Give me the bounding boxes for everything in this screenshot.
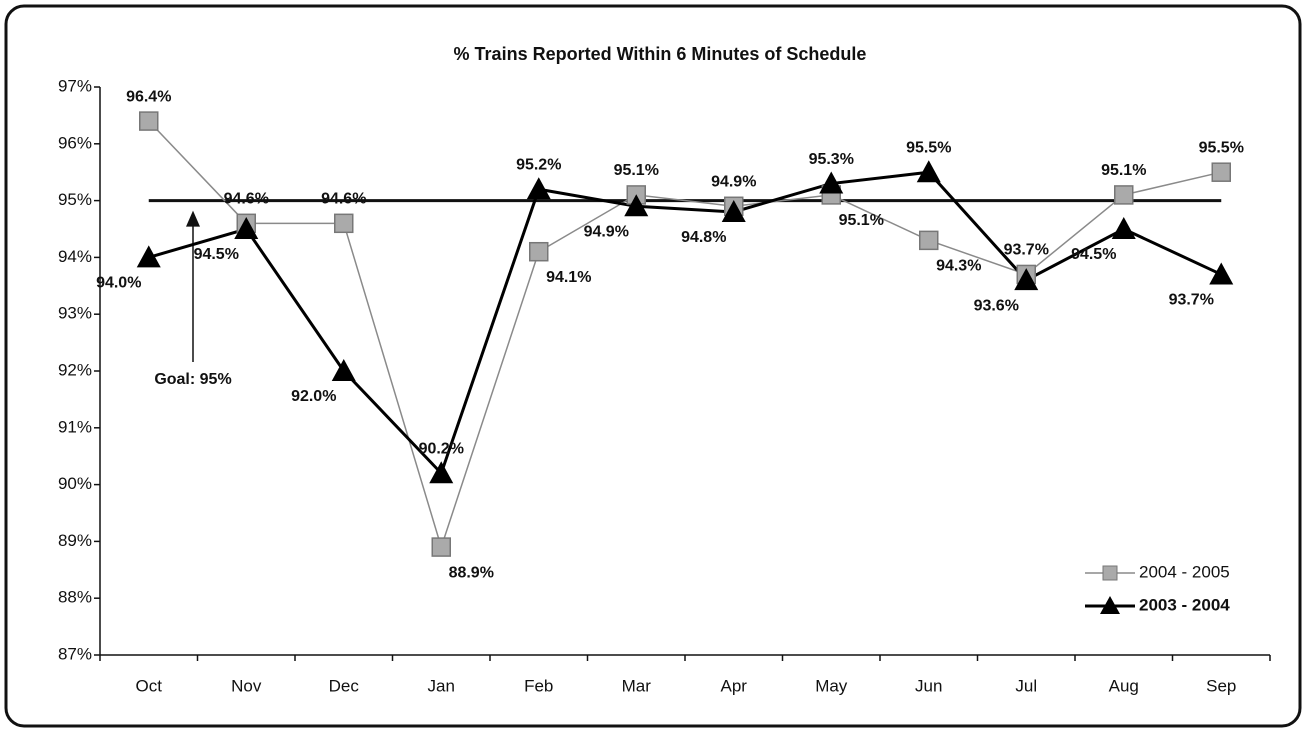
y-tick-label: 87% <box>58 644 92 663</box>
value-label: 94.1% <box>546 269 591 286</box>
marker <box>721 199 746 222</box>
series-line <box>148 120 1222 550</box>
value-label: 93.6% <box>974 297 1019 314</box>
marker <box>526 177 551 200</box>
value-label: 95.3% <box>809 151 854 168</box>
y-tick-label: 94% <box>58 247 92 266</box>
x-tick-label: Aug <box>1109 676 1139 695</box>
marker <box>916 160 941 183</box>
value-label: 96.4% <box>126 88 171 105</box>
goal-label: Goal: 95% <box>154 371 231 388</box>
value-label: 90.2% <box>419 440 464 457</box>
y-tick-label: 90% <box>58 474 92 493</box>
marker <box>1014 268 1039 291</box>
x-tick-label: Jun <box>915 676 942 695</box>
y-tick-label: 89% <box>58 531 92 550</box>
marker <box>429 461 454 484</box>
x-tick-label: May <box>815 676 848 695</box>
value-label: 94.9% <box>711 173 756 190</box>
chart-title: % Trains Reported Within 6 Minutes of Sc… <box>454 44 867 64</box>
marker <box>1211 162 1231 182</box>
marker <box>431 537 451 557</box>
value-label: 94.9% <box>584 223 629 240</box>
value-label: 95.2% <box>516 156 561 173</box>
x-tick-label: Dec <box>329 676 360 695</box>
y-tick-label: 92% <box>58 360 92 379</box>
value-label: 95.1% <box>614 162 659 179</box>
value-label: 93.7% <box>1004 242 1049 259</box>
value-label: 94.3% <box>936 258 981 275</box>
marker <box>334 213 354 234</box>
legend-label: 2004 - 2005 <box>1139 562 1230 581</box>
value-label: 94.5% <box>1071 246 1116 263</box>
value-label: 88.9% <box>449 564 494 581</box>
y-tick-label: 95% <box>58 190 92 209</box>
marker <box>819 171 844 194</box>
marker <box>136 245 161 268</box>
marker <box>624 194 649 217</box>
marker <box>1209 262 1234 285</box>
marker <box>331 359 356 381</box>
x-tick-label: Mar <box>622 676 652 695</box>
value-label: 95.1% <box>839 212 884 229</box>
goal-arrowhead <box>186 210 200 227</box>
marker <box>1111 217 1136 239</box>
value-label: 95.1% <box>1101 162 1146 179</box>
chart-frame <box>4 4 1302 728</box>
legend-marker <box>1100 596 1120 614</box>
marker <box>1114 185 1134 205</box>
value-label: 94.0% <box>96 275 141 292</box>
y-tick-label: 97% <box>58 76 92 95</box>
value-label: 95.5% <box>1199 139 1244 156</box>
value-label: 94.5% <box>194 246 239 263</box>
value-label: 94.6% <box>224 191 269 208</box>
value-label: 92.0% <box>291 388 336 405</box>
marker <box>234 217 259 239</box>
x-tick-label: Nov <box>231 676 262 695</box>
value-label: 94.6% <box>321 191 366 208</box>
marker <box>919 230 939 251</box>
y-tick-label: 88% <box>58 588 92 607</box>
legend-marker <box>1102 565 1118 581</box>
x-tick-label: Oct <box>136 676 163 695</box>
y-tick-label: 93% <box>58 304 92 323</box>
x-tick-label: Feb <box>524 676 553 695</box>
x-tick-label: Jan <box>428 676 455 695</box>
marker <box>139 111 159 131</box>
legend-label: 2003 - 2004 <box>1139 595 1230 614</box>
marker <box>529 241 549 262</box>
y-tick-label: 96% <box>58 133 92 152</box>
x-tick-label: Sep <box>1206 676 1236 695</box>
value-label: 93.7% <box>1169 292 1214 309</box>
value-label: 95.5% <box>906 139 951 156</box>
value-label: 94.8% <box>681 229 726 246</box>
x-tick-label: Jul <box>1015 676 1037 695</box>
series-line <box>148 170 1222 477</box>
x-tick-label: Apr <box>721 676 748 695</box>
y-tick-label: 91% <box>58 417 92 436</box>
